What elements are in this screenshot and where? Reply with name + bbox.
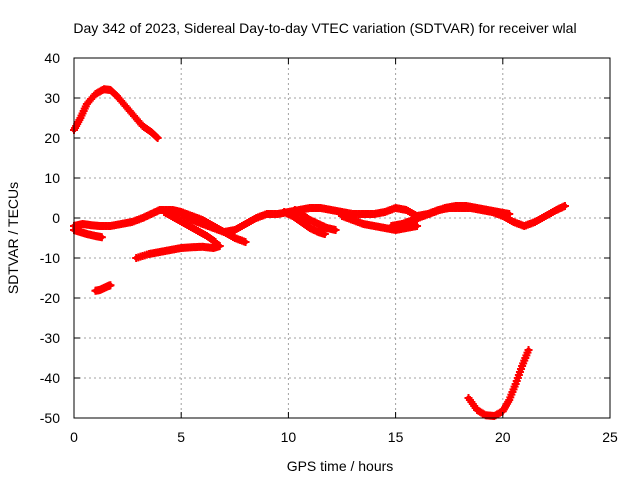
y-tick-label: -50 (40, 410, 60, 426)
y-tick-label: 30 (44, 90, 60, 106)
series-arc-6 (160, 208, 220, 246)
y-tick-label: 10 (44, 170, 60, 186)
series-arc-8 (290, 206, 340, 234)
x-tick-label: 25 (602, 429, 618, 445)
data-point-marker (560, 202, 569, 210)
y-tick-label: -10 (40, 250, 60, 266)
chart-title: Day 342 of 2023, Sidereal Day-to-day VTE… (73, 20, 576, 36)
data-point-marker (413, 222, 422, 230)
series-arc-1 (70, 85, 162, 142)
series-arc-10 (387, 202, 514, 230)
y-tick-label: 40 (44, 50, 60, 66)
series-arc-3 (70, 226, 106, 242)
x-axis-label: GPS time / hours (287, 458, 394, 474)
y-tick-label: 20 (44, 130, 60, 146)
y-tick-label: 0 (52, 210, 60, 226)
x-tick-label: 5 (177, 429, 185, 445)
data-point-marker (97, 233, 106, 242)
data-point-marker (106, 281, 115, 290)
x-tick-label: 10 (281, 429, 297, 445)
y-tick-label: -40 (40, 370, 60, 386)
data-point-marker (331, 226, 340, 234)
series-arc-5 (168, 206, 250, 246)
data-point-marker (524, 346, 533, 354)
data-point-marker (211, 238, 220, 246)
x-tick-label: 0 (70, 429, 78, 445)
y-axis-label: SDTVAR / TECUs (5, 182, 21, 294)
x-tick-label: 15 (388, 429, 404, 445)
tick-layer: 0 5 10 15 20 25 -50 -40 -30 -20 -10 0 10 20 30 40 (40, 50, 618, 445)
data-point-marker (215, 242, 224, 250)
data-point-marker (241, 238, 250, 246)
plot-frame (73, 57, 611, 419)
series-layer (70, 85, 569, 420)
series-arc-12 (464, 346, 533, 420)
grid-layer (74, 58, 610, 418)
x-tick-label: 20 (495, 429, 511, 445)
series-arc-11 (91, 281, 115, 295)
y-tick-label: -20 (40, 290, 60, 306)
series-arc-7 (280, 208, 329, 238)
series-arc-4 (132, 242, 224, 262)
data-point-marker (153, 134, 162, 142)
y-tick-label: -30 (40, 330, 60, 346)
data-point-marker (505, 210, 514, 218)
